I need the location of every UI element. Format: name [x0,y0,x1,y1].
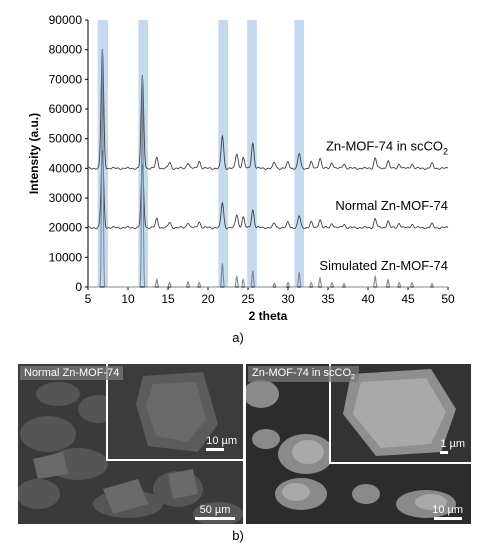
sem-label-normal: Normal Zn-MOF-74 [20,366,124,380]
x-tick-label: 45 [401,292,415,306]
highlight-bands [97,20,304,287]
y-tick-label: 70000 [49,72,83,86]
series-label: Zn-MOF-74 in scCO2 [326,139,448,157]
sem-inset-normal: 10 µm [106,364,243,461]
x-tick-label: 20 [201,292,215,306]
annotations: 2 theta Intensity (a.u.) Zn-MOF-74 in scCO… [27,113,448,323]
y-tick-label: 40000 [49,161,83,175]
y-tick-label: 0 [75,280,82,294]
y-tick-label: 80000 [49,43,83,57]
caption-a: a) [232,330,244,345]
y-tick-label: 20000 [49,221,83,235]
xrd-chart: 0 10000 20000 30000 40000 50000 60000 70000 8000… [27,13,455,323]
series-line [87,150,449,230]
sem-label-scco2-text: Zn-MOF-74 in scCO [252,367,352,379]
inset-scale-bar-scco2: 1 µm [440,438,465,454]
x-tick-label: 40 [361,292,375,306]
sem-label-scco2-sub: 2 [351,374,355,382]
x-tick-label: 35 [321,292,335,306]
sem-image-normal: 10 µm Normal Zn-MOF-74 50 µm [18,364,243,524]
highlight-band [218,20,228,287]
main-scale-bar-normal: 50 µm [195,504,235,520]
x-axis-label: 2 theta [249,309,288,323]
x-tick-label: 15 [161,292,175,306]
x-tick-label: 30 [281,292,295,306]
y-tick-label: 90000 [49,13,83,27]
series-label: Normal Zn-MOF-74 [335,198,448,213]
series-label: Simulated Zn-MOF-74 [319,258,448,273]
series-line [87,49,449,170]
inset-scale-bar-normal: 10 µm [206,435,237,451]
inset-scale-label: 1 µm [440,438,465,450]
xrd-patterns [87,49,449,288]
inset-scale-label: 10 µm [206,435,237,447]
series-label-sub: 2 [443,147,448,157]
axes: 0 10000 20000 30000 40000 50000 60000 70000 8000… [49,13,455,306]
series-line [88,49,448,288]
x-tick-label: 25 [241,292,255,306]
sem-label-scco2: Zn-MOF-74 in scCO2 [248,366,359,383]
y-tick-label: 10000 [49,250,83,264]
main-scale-bar-scco2: 10 µm [432,504,463,520]
x-tick-label: 10 [121,292,135,306]
sem-image-scco2: 1 µm Zn-MOF-74 in scCO2 10 µm [246,364,471,524]
main-scale-label: 50 µm [199,504,231,516]
x-tick-label: 5 [85,292,92,306]
main-scale-label: 10 µm [432,504,463,516]
x-tick-label: 50 [441,292,455,306]
caption-b: b) [232,528,244,543]
y-tick-label: 60000 [49,102,83,116]
y-tick-label: 30000 [49,191,83,205]
y-tick-label: 50000 [49,132,83,146]
y-axis-label: Intensity (a.u.) [27,113,41,194]
sem-inset-texture-normal [108,364,243,459]
